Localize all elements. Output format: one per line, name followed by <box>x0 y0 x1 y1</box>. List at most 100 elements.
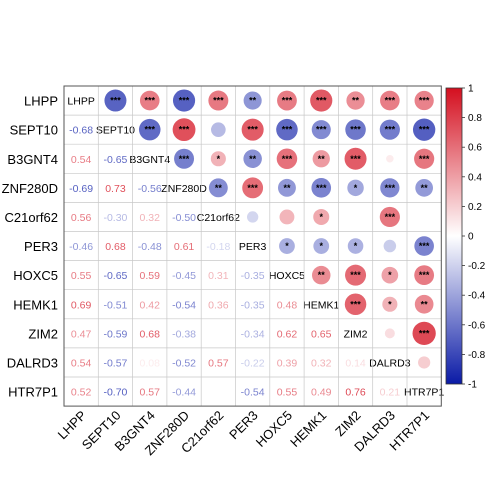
significance-mark: ** <box>421 299 429 309</box>
corr-circle-SEPT10-PER3 <box>241 118 264 141</box>
significance-mark: *** <box>179 125 190 135</box>
column-label-HEMK1: HEMK1 <box>287 408 329 450</box>
significance-mark: * <box>217 154 221 164</box>
significance-mark: * <box>354 183 358 193</box>
significance-mark: ** <box>421 183 429 193</box>
colorbar-tick-label: -0.2 <box>468 261 486 272</box>
corr-value-PER3-B3GNT4: -0.48 <box>138 241 162 253</box>
corr-circle-ZNF280D-PER3 <box>242 177 264 199</box>
corr-circle-B3GNT4-ZNF280D <box>174 148 195 169</box>
corr-circle-B3GNT4-PER3 <box>243 149 262 168</box>
column-label-HOXC5: HOXC5 <box>253 408 295 450</box>
corr-circle-LHPP-ZNF280D <box>172 89 196 112</box>
significance-mark: ** <box>215 183 223 193</box>
corr-value-HOXC5-SEPT10: -0.65 <box>103 270 127 282</box>
colorbar-tick-label: 0.6 <box>468 143 482 154</box>
corr-circle-ZNF280D-HTR7P1 <box>415 178 434 197</box>
matrix-frame <box>63 85 442 407</box>
corr-value-ZNF280D-SEPT10: 0.73 <box>105 183 126 195</box>
corr-value-ZIM2-PER3: -0.34 <box>241 328 265 340</box>
corr-value-HTR7P1-HOXC5: 0.55 <box>277 387 298 399</box>
corr-circle-LHPP-PER3 <box>243 91 262 110</box>
row-label-C21orf62: C21orf62 <box>5 210 58 225</box>
diagonal-label-PER3: PER3 <box>239 241 267 253</box>
significance-mark: *** <box>419 96 430 106</box>
colorbar-tick-label: -0.6 <box>468 320 486 331</box>
corr-value-SEPT10-LHPP: -0.68 <box>69 125 93 137</box>
row-label-ZIM2: ZIM2 <box>28 326 58 341</box>
corr-value-ZIM2-ZNF280D: -0.38 <box>172 328 196 340</box>
corr-circle-SEPT10-ZIM2 <box>345 119 366 140</box>
corr-circle-HOXC5-ZIM2 <box>345 264 367 286</box>
row-label-DALRD3: DALRD3 <box>7 355 58 370</box>
diagonal-label-ZIM2: ZIM2 <box>344 328 368 340</box>
significance-mark: *** <box>247 125 258 135</box>
corr-value-HTR7P1-PER3: -0.54 <box>241 387 265 399</box>
corr-value-DALRD3-LHPP: 0.54 <box>71 357 92 369</box>
corr-value-HEMK1-PER3: -0.35 <box>241 299 265 311</box>
diagonal-label-SEPT10: SEPT10 <box>96 125 135 137</box>
corr-circle-LHPP-HEMK1 <box>310 89 333 112</box>
significance-mark: *** <box>385 125 396 135</box>
significance-mark: *** <box>350 154 361 164</box>
significance-mark: *** <box>350 299 361 309</box>
corr-value-PER3-C21orf62: -0.18 <box>206 241 230 253</box>
corr-circle-HOXC5-HTR7P1 <box>414 265 435 286</box>
corr-circle-ZNF280D-DALRD3 <box>380 178 400 198</box>
corr-value-HEMK1-SEPT10: -0.51 <box>103 299 127 311</box>
corr-circle-HEMK1-HTR7P1 <box>414 294 434 314</box>
diagonal-label-HTR7P1: HTR7P1 <box>404 387 444 399</box>
corr-circle-HEMK1-ZIM2 <box>344 293 367 316</box>
significance-mark: *** <box>282 154 293 164</box>
corr-value-HEMK1-LHPP: 0.69 <box>71 299 92 311</box>
significance-mark: *** <box>316 125 327 135</box>
corr-value-DALRD3-B3GNT4: 0.08 <box>140 357 161 369</box>
corr-circle-ZIM2-DALRD3 <box>384 328 395 339</box>
diagonal-label-HEMK1: HEMK1 <box>303 299 339 311</box>
corr-value-HTR7P1-HEMK1: 0.49 <box>311 387 332 399</box>
colorbar-tick-label: -0.4 <box>468 291 486 302</box>
corr-value-PER3-SEPT10: 0.68 <box>105 241 126 253</box>
corr-circle-LHPP-C21orf62 <box>208 90 229 111</box>
corr-circle-SEPT10-B3GNT4 <box>138 118 161 141</box>
corr-value-DALRD3-SEPT10: -0.57 <box>103 357 127 369</box>
corr-circle-B3GNT4-HOXC5 <box>276 148 298 170</box>
corr-value-HOXC5-PER3: -0.35 <box>241 270 265 282</box>
corr-value-ZNF280D-LHPP: -0.69 <box>69 183 93 195</box>
corr-value-DALRD3-C21orf62: 0.57 <box>208 357 229 369</box>
corr-value-HTR7P1-B3GNT4: 0.57 <box>140 387 161 399</box>
matrix-cells: LHPP *** *** *** *** ** *** *** ** *** ***-0.68 SEP… <box>63 85 444 407</box>
significance-mark: *** <box>247 183 258 193</box>
significance-mark: *** <box>419 154 430 164</box>
corr-value-DALRD3-ZIM2: 0.14 <box>345 357 366 369</box>
row-label-SEPT10: SEPT10 <box>10 123 58 138</box>
corr-circle-C21orf62-DALRD3 <box>379 206 400 228</box>
corr-value-ZIM2-LHPP: 0.47 <box>71 328 92 340</box>
corr-circle-C21orf62-ZIM2 <box>353 214 359 220</box>
corr-circle-DALRD3-HTR7P1 <box>418 356 431 369</box>
corr-value-HEMK1-HOXC5: 0.48 <box>277 299 298 311</box>
row-label-LHPP: LHPP <box>24 94 58 109</box>
row-label-B3GNT4: B3GNT4 <box>7 152 58 167</box>
corr-circle-ZNF280D-HEMK1 <box>311 178 332 198</box>
corr-circle-LHPP-SEPT10 <box>104 89 127 112</box>
diagonal-label-ZNF280D: ZNF280D <box>161 183 207 195</box>
corr-circle-LHPP-HOXC5 <box>277 90 297 111</box>
corr-circle-B3GNT4-C21orf62 <box>210 151 226 167</box>
significance-mark: * <box>388 299 392 309</box>
corr-circle-C21orf62-HEMK1 <box>313 208 330 225</box>
corr-value-C21orf62-LHPP: 0.56 <box>71 212 92 224</box>
corr-circle-SEPT10-ZNF280D <box>172 118 196 142</box>
significance-mark: *** <box>144 96 155 106</box>
significance-mark: *** <box>144 125 155 135</box>
corr-circle-B3GNT4-HTR7P1 <box>414 148 435 169</box>
corr-value-ZIM2-B3GNT4: 0.68 <box>140 328 161 340</box>
corr-value-HTR7P1-SEPT10: -0.70 <box>103 387 127 399</box>
corr-circle-ZNF280D-ZIM2 <box>347 179 364 197</box>
corr-circle-PER3-DALRD3 <box>383 239 397 253</box>
corr-value-HOXC5-B3GNT4: 0.59 <box>140 270 161 282</box>
significance-mark: *** <box>350 270 361 280</box>
corr-value-B3GNT4-LHPP: 0.54 <box>71 154 92 166</box>
significance-mark: * <box>285 241 289 251</box>
significance-mark: ** <box>249 154 257 164</box>
